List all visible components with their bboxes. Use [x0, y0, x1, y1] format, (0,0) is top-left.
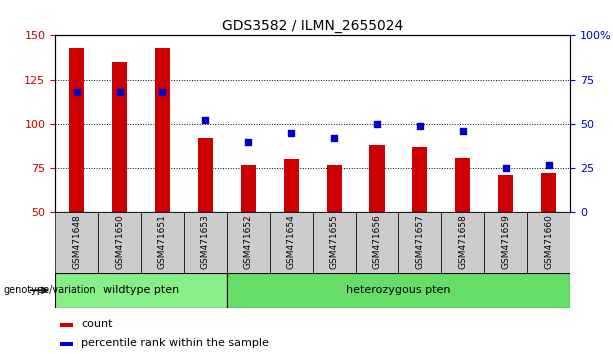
Text: heterozygous pten: heterozygous pten: [346, 285, 451, 295]
Bar: [227, 212, 270, 273]
Bar: [455, 158, 470, 212]
Point: [243, 139, 253, 144]
Text: GSM471650: GSM471650: [115, 214, 124, 269]
Bar: [198, 138, 213, 212]
Bar: [227, 273, 570, 308]
Bar: [241, 165, 256, 212]
Text: GSM471658: GSM471658: [459, 214, 467, 269]
Bar: [327, 165, 341, 212]
Title: GDS3582 / ILMN_2655024: GDS3582 / ILMN_2655024: [222, 19, 403, 33]
Bar: [60, 322, 73, 327]
Bar: [112, 62, 127, 212]
Point: [501, 165, 511, 171]
Bar: [370, 145, 384, 212]
Point: [72, 89, 82, 95]
Bar: [270, 212, 313, 273]
Text: GSM471657: GSM471657: [416, 214, 424, 269]
Point: [329, 135, 339, 141]
Bar: [98, 212, 141, 273]
Bar: [69, 48, 84, 212]
Bar: [441, 212, 484, 273]
Text: GSM471660: GSM471660: [544, 214, 553, 269]
Bar: [55, 273, 227, 308]
Text: GSM471653: GSM471653: [201, 214, 210, 269]
Text: GSM471651: GSM471651: [158, 214, 167, 269]
Bar: [356, 212, 398, 273]
Point: [544, 162, 554, 167]
Bar: [484, 212, 527, 273]
Bar: [527, 212, 570, 273]
Point: [115, 89, 124, 95]
Bar: [313, 212, 356, 273]
Text: GSM471648: GSM471648: [72, 214, 81, 269]
Bar: [141, 212, 184, 273]
Bar: [398, 212, 441, 273]
Text: GSM471652: GSM471652: [244, 214, 253, 269]
Text: percentile rank within the sample: percentile rank within the sample: [81, 338, 268, 348]
Bar: [184, 212, 227, 273]
Bar: [60, 342, 73, 346]
Bar: [55, 212, 98, 273]
Bar: [413, 147, 427, 212]
Text: GSM471655: GSM471655: [330, 214, 338, 269]
Bar: [284, 159, 299, 212]
Text: GSM471654: GSM471654: [287, 214, 295, 269]
Text: wildtype pten: wildtype pten: [103, 285, 179, 295]
Text: GSM471656: GSM471656: [373, 214, 381, 269]
Bar: [155, 48, 170, 212]
Point: [458, 128, 468, 134]
Text: genotype/variation: genotype/variation: [3, 285, 96, 295]
Point: [415, 123, 425, 129]
Bar: [541, 173, 556, 212]
Text: GSM471659: GSM471659: [501, 214, 510, 269]
Point: [200, 118, 210, 123]
Point: [286, 130, 296, 136]
Point: [158, 89, 167, 95]
Bar: [498, 175, 513, 212]
Point: [372, 121, 382, 127]
Text: count: count: [81, 319, 112, 329]
